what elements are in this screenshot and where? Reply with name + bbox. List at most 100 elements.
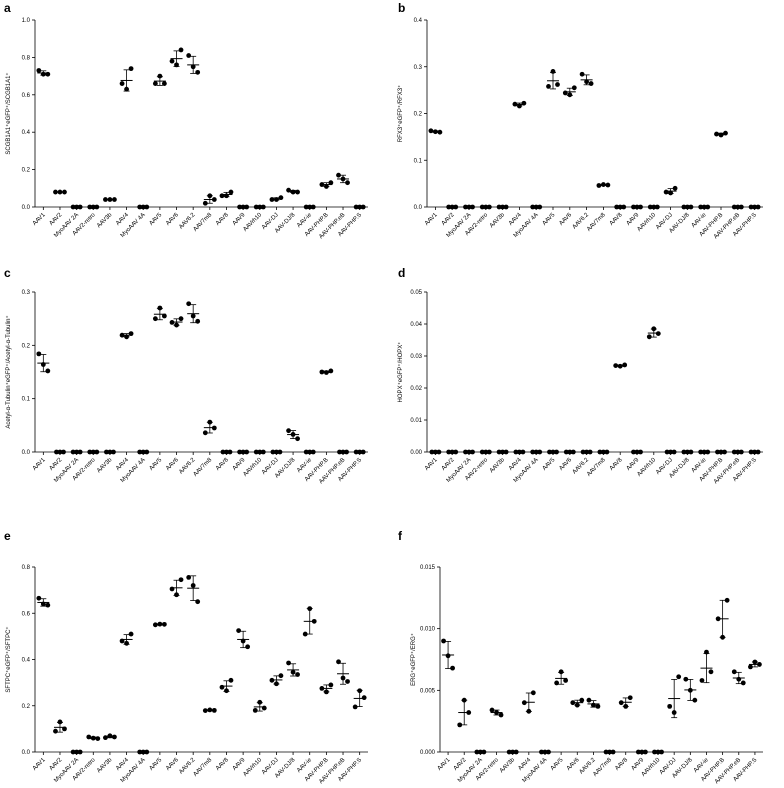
data-point xyxy=(323,184,329,189)
data-point xyxy=(605,182,611,188)
data-point xyxy=(558,669,564,675)
data-point xyxy=(186,301,192,307)
data-point xyxy=(195,599,201,605)
x-tick-label: AAVrh10 xyxy=(636,457,657,478)
data-point xyxy=(652,749,657,755)
data-point xyxy=(584,449,589,455)
data-point xyxy=(659,749,664,755)
data-point xyxy=(77,749,83,755)
data-point xyxy=(655,331,661,336)
x-tick-label: AAV5 xyxy=(149,457,164,472)
data-point xyxy=(610,749,616,755)
y-tick-label: 0.1 xyxy=(414,158,423,164)
data-point xyxy=(290,669,296,675)
data-point xyxy=(634,449,640,455)
data-point xyxy=(668,449,673,455)
data-point xyxy=(260,204,266,210)
data-point xyxy=(337,449,342,455)
data-point xyxy=(112,734,117,740)
data-point xyxy=(224,449,229,455)
data-point xyxy=(718,132,724,138)
data-point xyxy=(152,81,158,86)
data-point xyxy=(631,204,636,210)
y-tick-label: 0.2 xyxy=(22,343,31,349)
data-point xyxy=(323,370,329,375)
data-point xyxy=(53,189,58,195)
data-point xyxy=(738,449,744,455)
x-tick-label: AAV3b xyxy=(96,457,114,475)
data-point xyxy=(554,449,559,455)
x-tick-label: AAV7m8 xyxy=(586,212,607,233)
x-tick-label: AAV2 xyxy=(441,457,456,472)
x-tick-label: AAV3b xyxy=(489,457,507,475)
data-point xyxy=(634,204,640,210)
data-point xyxy=(671,449,677,455)
x-tick-label: AAV3b xyxy=(499,757,517,775)
data-point xyxy=(137,749,143,755)
data-point xyxy=(140,204,146,210)
data-point xyxy=(310,449,316,455)
data-point xyxy=(614,204,620,210)
data-point xyxy=(521,700,527,706)
data-point xyxy=(503,204,509,210)
x-tick-label: AAV5 xyxy=(149,757,164,772)
x-tick-label: AAV8 xyxy=(614,757,629,772)
data-point xyxy=(195,69,201,75)
data-point xyxy=(520,449,526,455)
panel-letter-e: e xyxy=(4,529,11,543)
data-point xyxy=(128,331,134,336)
x-tick-label: AAV1 xyxy=(32,212,47,227)
y-axis-title: Acetyl-α-Tubulin⁺eGFP⁺/Acetyl-α-Tubulin⁺ xyxy=(5,315,12,428)
data-point xyxy=(429,449,435,455)
data-point xyxy=(107,733,113,739)
data-point xyxy=(87,449,93,455)
data-point xyxy=(449,204,455,210)
data-point xyxy=(698,449,704,455)
data-point xyxy=(357,204,363,210)
data-point xyxy=(655,749,661,755)
y-tick-label: 0.000 xyxy=(420,750,436,756)
data-point xyxy=(627,695,633,701)
data-point xyxy=(269,197,275,202)
data-point xyxy=(70,749,76,755)
data-point xyxy=(344,449,349,455)
y-tick-label: 0.005 xyxy=(420,688,436,694)
data-point xyxy=(748,204,754,210)
data-point xyxy=(94,449,100,455)
data-point xyxy=(340,449,346,455)
data-point xyxy=(144,749,150,755)
data-point xyxy=(586,697,592,703)
data-point xyxy=(530,449,536,455)
data-point xyxy=(211,197,217,202)
data-point xyxy=(237,449,243,455)
data-point xyxy=(752,449,757,455)
data-point xyxy=(186,575,192,580)
x-tick-label: AAV9 xyxy=(626,212,641,227)
data-point xyxy=(77,204,83,210)
data-point xyxy=(74,449,80,455)
data-point xyxy=(74,749,80,755)
data-point xyxy=(752,204,757,210)
data-point xyxy=(479,449,485,455)
data-point xyxy=(278,195,284,201)
data-point xyxy=(738,204,744,210)
data-point xyxy=(546,83,551,89)
data-point xyxy=(512,101,518,107)
data-point xyxy=(286,428,291,434)
y-tick-label: 0.2 xyxy=(414,112,423,118)
data-point xyxy=(94,204,100,210)
data-point xyxy=(57,189,63,195)
data-point xyxy=(174,322,179,328)
data-point xyxy=(457,722,463,728)
data-point xyxy=(681,449,687,455)
data-point xyxy=(537,449,543,455)
y-tick-label: 0.0 xyxy=(22,205,31,211)
data-point xyxy=(178,316,184,322)
data-point xyxy=(715,449,720,455)
data-point xyxy=(722,449,727,455)
data-point xyxy=(169,320,175,325)
data-point xyxy=(513,449,519,455)
data-point xyxy=(441,638,446,644)
data-point xyxy=(195,318,201,324)
